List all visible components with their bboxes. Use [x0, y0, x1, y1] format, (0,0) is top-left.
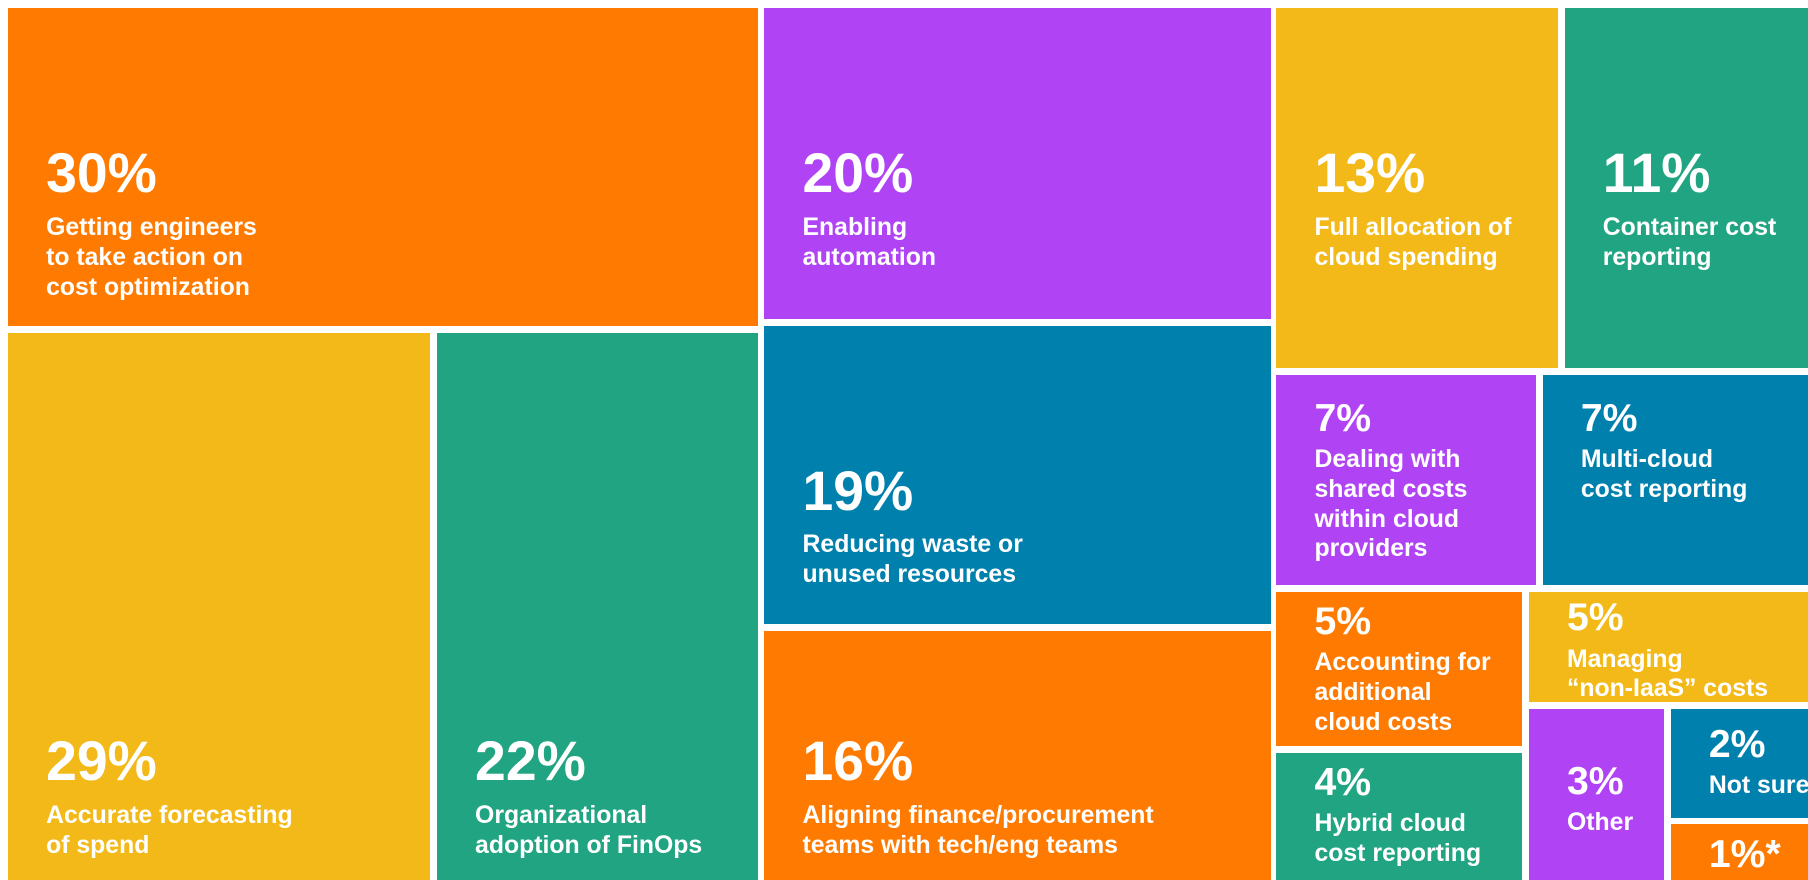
value-label: 1%*: [1708, 832, 1781, 876]
category-label: automation: [802, 244, 937, 272]
category-label: to take action on: [46, 244, 244, 272]
category-label: adoption of FinOps: [475, 832, 703, 860]
category-label: Organizational: [475, 802, 648, 830]
value-label: 29%: [46, 730, 157, 793]
category-label: cost optimization: [46, 273, 250, 301]
category-label: within cloud: [1314, 505, 1460, 533]
category-label: cost reporting: [1580, 475, 1748, 503]
value-label: 19%: [802, 459, 914, 522]
category-label: Dealing with: [1314, 446, 1461, 474]
category-label: providers: [1314, 535, 1428, 563]
category-label: Full allocation of: [1314, 214, 1512, 242]
category-label: Multi-cloud: [1580, 446, 1713, 474]
tile: 5% Accounting for additional cloud costs: [1276, 591, 1523, 747]
tile: 19% Reducing waste or unused resources: [764, 326, 1271, 624]
category-label: Hybrid cloud: [1314, 810, 1466, 838]
value-label: 5%: [1314, 599, 1372, 643]
category-label: unused resources: [802, 561, 1016, 589]
tile: 1%*: [1670, 824, 1808, 880]
value-label: 2%: [1708, 723, 1766, 767]
category-label: of spend: [46, 832, 150, 860]
tile: 5% Managing “non-IaaS” costs: [1528, 591, 1808, 703]
category-label: cloud costs: [1314, 708, 1453, 736]
value-label: 7%: [1314, 396, 1372, 440]
value-label: 20%: [802, 142, 914, 205]
value-label: 4%: [1314, 761, 1372, 805]
category-label: teams with tech/eng teams: [802, 832, 1118, 860]
value-label: 13%: [1314, 142, 1426, 205]
category-label: Not sure: [1708, 772, 1808, 800]
value-label: 5%: [1567, 596, 1624, 640]
category-label: Aligning finance/procurement: [802, 802, 1154, 830]
category-label: Enabling: [802, 214, 908, 242]
category-label: cost reporting: [1314, 840, 1482, 868]
category-label: Other: [1567, 809, 1634, 837]
tile: 13% Full allocation of cloud spending: [1276, 8, 1558, 368]
category-label: cloud spending: [1314, 244, 1498, 272]
category-label: Getting engineers: [46, 214, 257, 242]
category-label: Reducing waste or: [802, 531, 1023, 559]
category-label: shared costs: [1314, 475, 1468, 503]
tile: 7% Multi-cloud cost reporting: [1542, 374, 1808, 585]
tile: 3% Other: [1528, 709, 1664, 880]
tile: 16% Aligning finance/procurement teams wit…: [764, 630, 1271, 880]
category-label: Container cost: [1602, 214, 1777, 242]
tile: 20% Enabling automation: [764, 8, 1271, 320]
category-label: Accounting for: [1314, 649, 1491, 676]
value-label: 3%: [1567, 760, 1624, 804]
tile: 29% Accurate forecasting of spend: [8, 333, 431, 880]
category-label: additional: [1314, 678, 1432, 706]
category-label: reporting: [1602, 244, 1712, 272]
value-label: 30%: [46, 142, 157, 205]
value-label: 11%: [1602, 142, 1711, 205]
tile: 22% Organizational adoption of FinOps: [437, 333, 758, 880]
tile: 30% Getting engineers to take action on cos…: [8, 8, 758, 327]
tile: 2% Not sure: [1670, 709, 1808, 818]
tile: 11% Container cost reporting: [1564, 8, 1808, 368]
value-label: 16%: [802, 730, 914, 793]
value-label: 7%: [1580, 396, 1638, 440]
category-label: Managing: [1567, 645, 1683, 673]
value-label: 22%: [475, 730, 586, 793]
tile: 4% Hybrid cloud cost reporting: [1276, 752, 1523, 880]
category-label: Accurate forecasting: [46, 802, 293, 830]
category-label: “non-IaaS” costs: [1567, 675, 1769, 703]
tile: 7% Dealing with shared costs within cloud pr…: [1276, 374, 1536, 585]
